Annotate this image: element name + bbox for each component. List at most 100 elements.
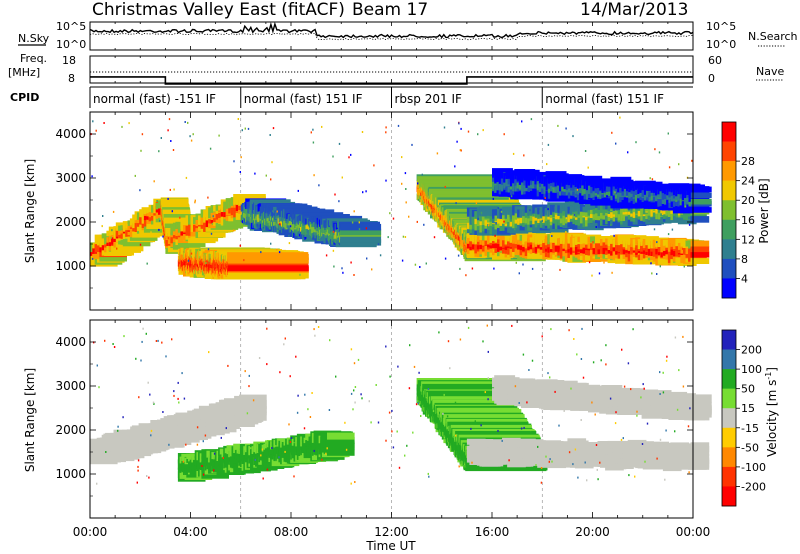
echo-speck — [239, 244, 241, 247]
echo-speck — [512, 152, 515, 155]
echo-speck — [565, 127, 567, 130]
echo-speck — [668, 166, 671, 169]
echo-speck — [658, 151, 661, 154]
echo-speck — [260, 251, 262, 254]
echo-speck — [156, 200, 158, 202]
echo-speck — [595, 226, 597, 228]
echo-speck — [153, 180, 155, 183]
echo-cell — [327, 448, 355, 456]
colorbar-cell — [722, 219, 736, 240]
echo-speck — [471, 267, 474, 270]
range-tick-label: 3000 — [55, 171, 86, 185]
nsearch-tick-high: 10^5 — [706, 20, 736, 33]
echo-speck — [573, 213, 576, 216]
echo-speck — [443, 230, 446, 233]
colorbar-cell — [722, 200, 736, 221]
echo-speck — [333, 265, 335, 268]
echo-speck — [565, 217, 568, 220]
echo-speck — [401, 156, 403, 159]
echo-cell — [690, 251, 710, 258]
plot-title: Christmas Valley East (fitACF) — [92, 0, 345, 20]
power-colorbar-label: Power [dB] — [757, 178, 771, 243]
echo-cell — [239, 394, 267, 404]
echo-speck — [332, 230, 335, 233]
echo-speck — [338, 200, 340, 203]
echo-speck — [619, 116, 621, 119]
echo-cell — [690, 240, 710, 247]
echo-speck — [389, 212, 391, 215]
echo-speck — [312, 128, 314, 131]
echo-speck — [611, 271, 613, 274]
echo-speck — [678, 163, 680, 166]
echo-speck — [271, 161, 273, 164]
echo-speck — [334, 193, 336, 196]
echo-speck — [635, 141, 637, 144]
echo-speck — [190, 252, 193, 255]
echo-speck — [656, 241, 658, 244]
echo-speck — [667, 132, 669, 135]
echo-speck — [366, 257, 368, 260]
echo-cell — [690, 207, 712, 213]
nsky-tick-high: 10^5 — [56, 20, 86, 33]
cpid-segment-label: normal (fast) -151 IF — [93, 92, 216, 106]
echo-speck — [341, 267, 343, 270]
echo-speck — [443, 126, 446, 129]
nsearch-tick-low: 10^0 — [706, 38, 736, 51]
echo-speck — [310, 131, 312, 134]
echo-speck — [538, 224, 540, 227]
echo-speck — [167, 229, 169, 232]
echo-speck — [102, 215, 104, 217]
colorbar-tick-label: 12 — [741, 233, 755, 246]
echo-speck — [401, 182, 403, 185]
echo-speck — [184, 121, 186, 123]
echo-speck — [218, 134, 220, 137]
echo-speck — [288, 242, 291, 245]
colorbar-frame — [721, 121, 737, 299]
echo-speck — [405, 188, 407, 190]
echo-speck — [241, 129, 243, 132]
echo-speck — [659, 265, 661, 268]
colorbar-tick-label: 20 — [741, 194, 755, 207]
echo-speck — [297, 189, 299, 192]
nave-label: Nave — [756, 65, 784, 78]
echo-speck — [353, 274, 355, 276]
echo-speck — [212, 215, 214, 218]
echo-speck — [279, 223, 281, 226]
echo-speck — [276, 210, 278, 213]
echo-speck — [573, 203, 575, 205]
echo-speck — [373, 164, 375, 167]
echo-speck — [681, 247, 684, 250]
echo-speck — [592, 241, 594, 244]
echo-speck — [141, 133, 144, 136]
echo-cell — [227, 265, 309, 272]
echo-speck — [465, 274, 467, 277]
echo-speck — [541, 219, 543, 222]
nsky-tick-low: 10^0 — [56, 38, 86, 51]
echo-speck — [243, 259, 245, 262]
echo-cell — [340, 236, 382, 243]
echo-speck — [460, 127, 462, 130]
velocity-data — [90, 324, 712, 485]
echo-speck — [377, 243, 380, 246]
nsky-time-ticks — [89, 22, 694, 50]
echo-cell — [327, 432, 355, 440]
echo-speck — [278, 251, 281, 254]
echo-speck — [459, 149, 462, 152]
echo-speck — [210, 232, 213, 235]
nsearch-line — [89, 32, 694, 41]
echo-speck — [371, 268, 373, 271]
echo-speck — [288, 234, 290, 237]
echo-speck — [146, 262, 148, 265]
echo-speck — [167, 129, 169, 132]
echo-cell — [690, 216, 710, 223]
echo-speck — [159, 219, 161, 222]
echo-speck — [417, 182, 419, 185]
echo-speck — [171, 210, 173, 213]
echo-speck — [305, 236, 307, 239]
echo-speck — [362, 191, 364, 194]
echo-cell — [690, 186, 712, 193]
echo-speck — [325, 254, 328, 257]
echo-speck — [179, 216, 181, 219]
echo-speck — [112, 210, 115, 213]
